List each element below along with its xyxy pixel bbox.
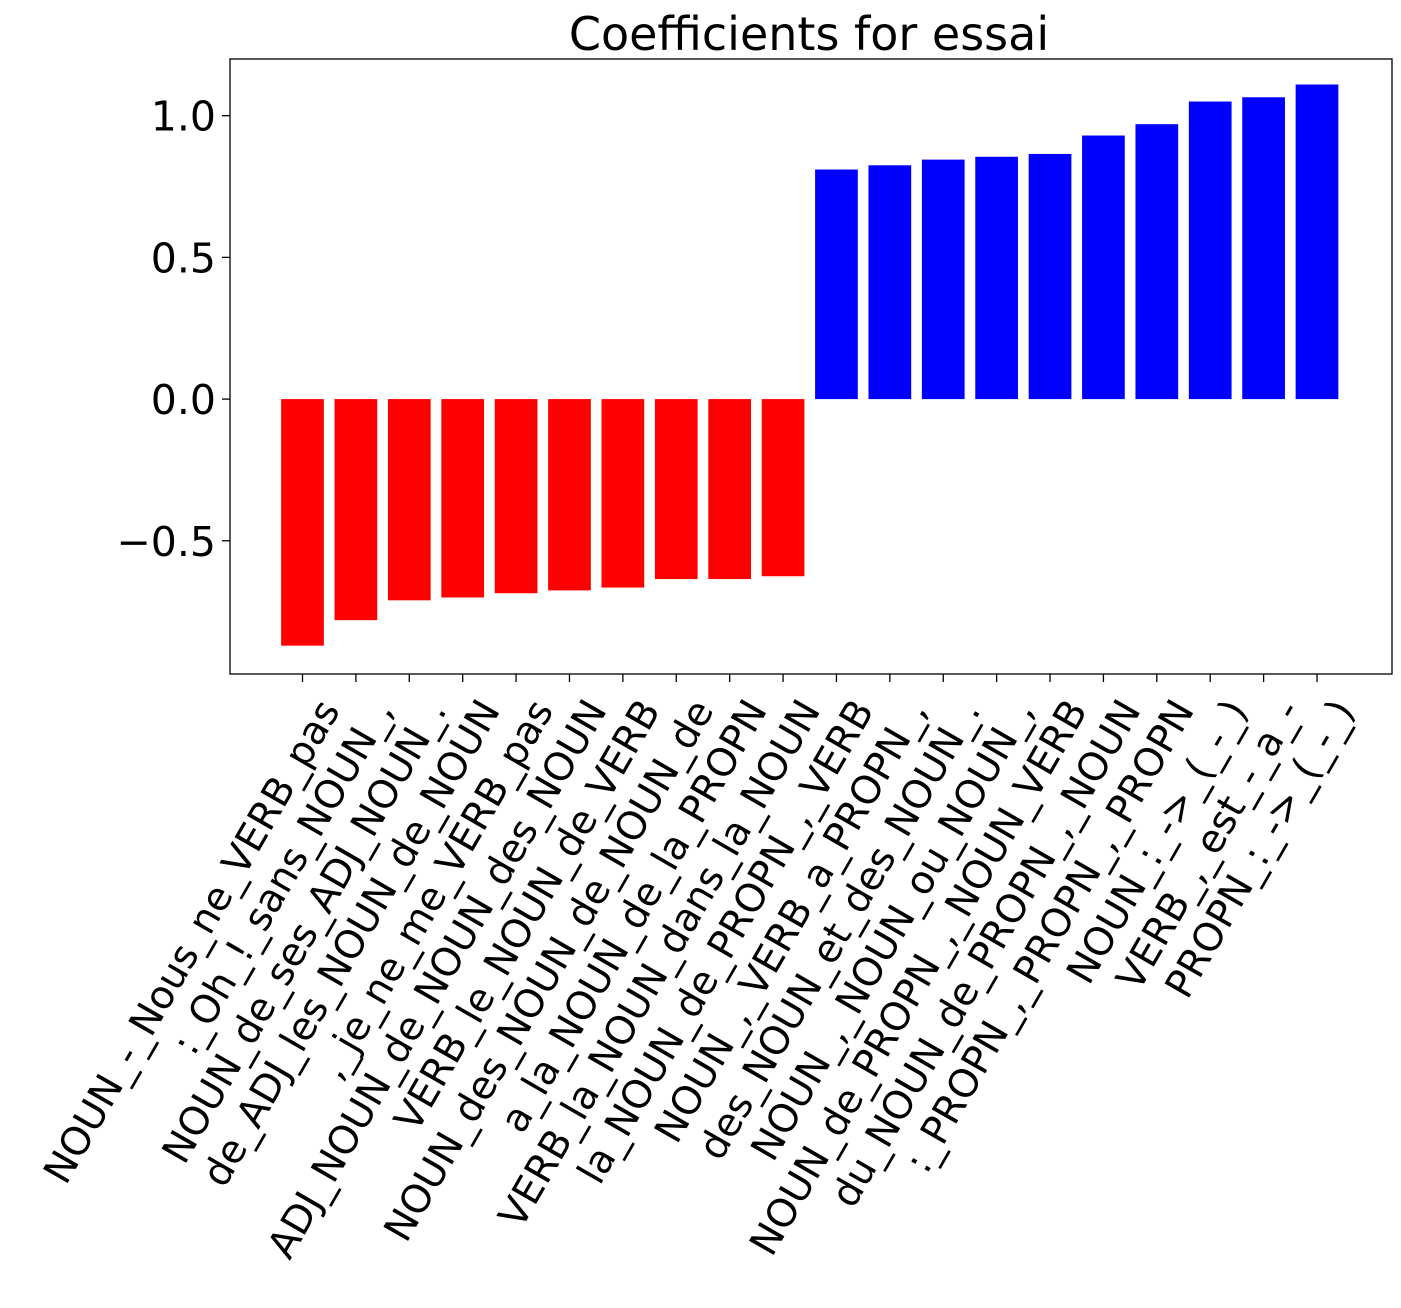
bar-18 — [1188, 101, 1232, 400]
bar-20 — [1295, 84, 1339, 400]
bar-4 — [441, 399, 485, 598]
bar-9 — [708, 399, 752, 580]
bar-7 — [601, 399, 645, 588]
bar-1 — [281, 399, 324, 646]
x-axis: NOUN_-_Nous_ne_VERB_pas:_Oh_!_sans_NOUN_… — [35, 674, 1364, 1266]
bar-11 — [815, 169, 858, 400]
bar-6 — [548, 399, 591, 591]
chart-title: Coefficients for essai — [569, 7, 1049, 61]
y-tick-label: 0.0 — [151, 376, 216, 424]
bar-14 — [975, 156, 1018, 400]
bar-19 — [1242, 97, 1285, 400]
bar-10 — [761, 399, 805, 577]
bar-13 — [921, 159, 965, 400]
y-tick-label: 0.5 — [151, 234, 216, 282]
bar-16 — [1082, 135, 1125, 400]
bar-5 — [494, 399, 538, 594]
y-axis: 1.0 0.5 0.0 −0.5 — [116, 93, 230, 566]
bar-17 — [1135, 124, 1179, 400]
bar-12 — [868, 165, 912, 400]
bars-group — [281, 84, 1339, 646]
bar-8 — [654, 399, 698, 580]
plot-frame — [229, 58, 1393, 675]
bar-2 — [334, 399, 378, 621]
y-tick-label: −0.5 — [116, 518, 216, 566]
bar-3 — [387, 399, 431, 601]
bar-15 — [1028, 153, 1072, 400]
y-tick-label: 1.0 — [151, 93, 216, 141]
